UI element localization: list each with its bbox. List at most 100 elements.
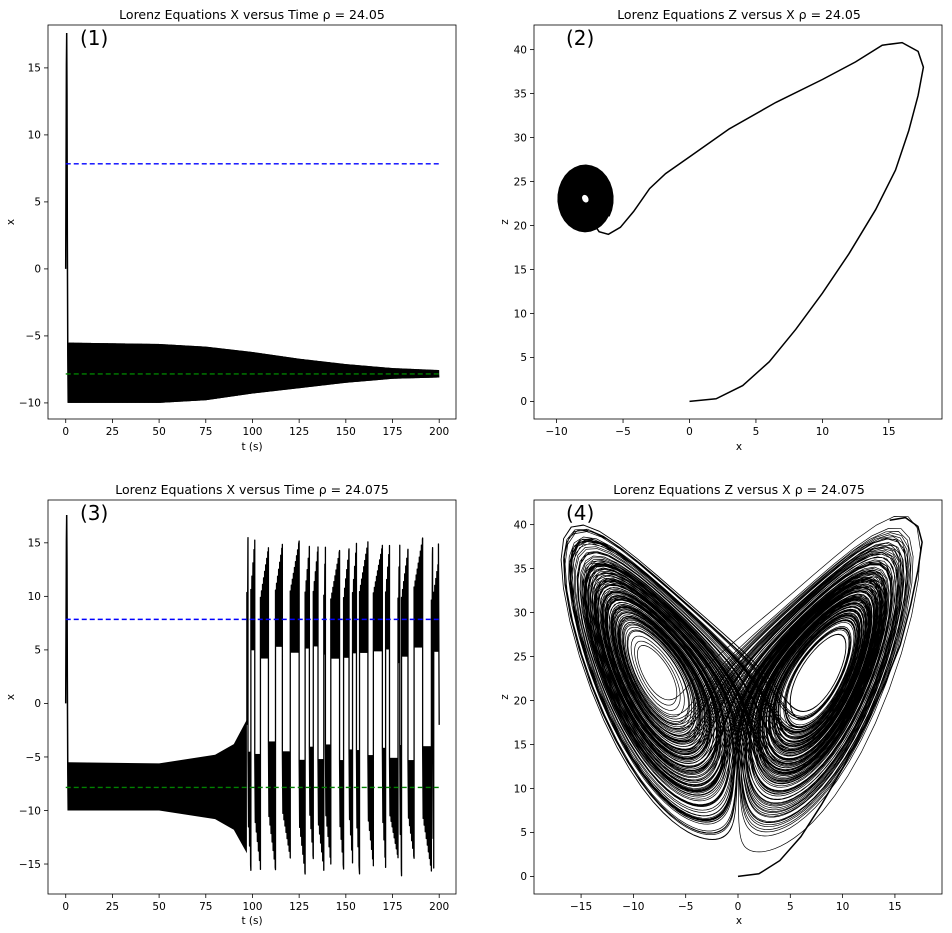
x-tick-label: 75	[199, 901, 212, 913]
x-tick-label: 5	[787, 901, 794, 913]
subplot-1-panel-label: (1)	[80, 26, 108, 50]
subplot-3: Lorenz Equations X versus Time ρ = 24.07…	[5, 482, 457, 927]
y-tick-label: 10	[28, 130, 41, 142]
initial-transient-line	[64, 514, 69, 811]
y-tick-label: −10	[19, 398, 41, 410]
initial-trajectory-line	[737, 516, 923, 878]
y-tick-label: 30	[514, 607, 527, 619]
y-tick-label: 5	[34, 645, 41, 657]
y-tick-label: 5	[34, 197, 41, 209]
subplot-4-panel-label: (4)	[566, 501, 594, 525]
x-tick-label: 100	[242, 901, 262, 913]
y-tick-label: 35	[514, 563, 527, 575]
x-tick-label: 200	[429, 426, 449, 438]
x-tick-label: 200	[429, 901, 449, 913]
subplot-4-xlabel: x	[736, 915, 742, 927]
fixed-point-hole	[582, 194, 589, 203]
y-tick-label: 40	[514, 519, 527, 531]
y-tick-label: 30	[514, 132, 527, 144]
x-tick-label: 75	[199, 426, 212, 438]
x-tick-label: 10	[816, 426, 829, 438]
y-tick-label: −5	[26, 331, 41, 343]
subplot-2-title: Lorenz Equations Z versus X ρ = 24.05	[617, 7, 861, 22]
subplot-4-title: Lorenz Equations Z versus X ρ = 24.075	[613, 482, 865, 497]
subplot-1-plot-area: 0 25 50 75 100 125 150 175 200 −10 −5 0 5 10 15	[19, 24, 457, 438]
y-tick-label: 10	[28, 591, 41, 603]
x-tick-label: −10	[622, 901, 644, 913]
x-tick-label: 15	[888, 901, 901, 913]
y-tick-label: 5	[520, 352, 527, 364]
x-tick-label: 50	[152, 426, 165, 438]
subplot-3-title: Lorenz Equations X versus Time ρ = 24.07…	[115, 482, 389, 497]
y-tick-label: 25	[514, 176, 527, 188]
plot-4-marks	[560, 516, 923, 878]
plot-3-marks	[64, 514, 440, 877]
y-tick-label: 15	[514, 739, 527, 751]
x-tick-label: −15	[570, 901, 592, 913]
plot-2-marks	[557, 41, 925, 403]
x-tick-label: 125	[289, 426, 309, 438]
x-tick-label: 100	[242, 426, 262, 438]
x-tick-label: −5	[678, 901, 693, 913]
y-tick-label: 10	[514, 308, 527, 320]
x-tick-label: 25	[106, 901, 119, 913]
subplot-2: Lorenz Equations Z versus X ρ = 24.05 (2…	[499, 7, 943, 453]
initial-transient-line	[64, 32, 69, 403]
subplot-4-ylabel: z	[499, 694, 511, 700]
y-tick-label: 0	[520, 871, 527, 883]
x-tick-label: 15	[882, 426, 895, 438]
y-tick-label: 5	[520, 827, 527, 839]
x-tick-label: 25	[106, 426, 119, 438]
x-tick-label: 150	[336, 901, 356, 913]
y-tick-label: 0	[34, 264, 41, 276]
y-tick-label: 35	[514, 88, 527, 100]
x-tick-label: 5	[753, 426, 760, 438]
x-tick-label: −10	[546, 426, 568, 438]
y-tick-label: 20	[514, 695, 527, 707]
attractor-line	[560, 516, 921, 853]
x-tick-label: 10	[836, 901, 849, 913]
chaotic-trajectory-line	[246, 536, 440, 877]
plot-1-marks	[64, 32, 440, 403]
axes-frame	[47, 499, 457, 895]
subplot-2-ylabel: z	[499, 219, 511, 225]
x-tick-label: 175	[382, 426, 402, 438]
y-tick-label: 20	[514, 220, 527, 232]
x-tick-label: 175	[382, 901, 402, 913]
y-tick-label: 10	[514, 783, 527, 795]
y-tick-label: 0	[34, 698, 41, 710]
subplot-3-xlabel: t (s)	[241, 915, 262, 927]
x-tick-label: 0	[735, 901, 742, 913]
transient-envelope	[68, 719, 247, 854]
y-tick-label: 25	[514, 651, 527, 663]
y-tick-label: 0	[520, 396, 527, 408]
subplot-2-plot-area: −10 −5 0 5 10 15 0 5 10 15 20 25 30 35 40	[514, 24, 943, 438]
trajectory-line	[591, 41, 925, 403]
subplot-3-plot-area: 0 25 50 75 100 125 150 175 200 −15 −10 −5 0 5 10 15	[19, 499, 457, 913]
subplot-2-panel-label: (2)	[566, 26, 594, 50]
x-tick-label: −5	[615, 426, 630, 438]
x-tick-label: 125	[289, 901, 309, 913]
subplot-4-plot-area: −15 −10 −5 0 5 10 15 0 5 10 15 20 25 30 35 40	[514, 499, 943, 913]
subplot-1-ylabel: x	[5, 219, 17, 225]
y-tick-label: −5	[26, 752, 41, 764]
subplot-3-ylabel: x	[5, 694, 17, 700]
oscillation-envelope	[68, 342, 440, 403]
x-tick-label: 50	[152, 901, 165, 913]
subplot-4: Lorenz Equations Z versus X ρ = 24.075 (…	[499, 482, 943, 927]
y-tick-label: 15	[28, 538, 41, 550]
y-tick-label: 40	[514, 44, 527, 56]
axes-frame	[533, 24, 943, 420]
x-tick-label: 0	[62, 901, 69, 913]
y-tick-label: −15	[19, 859, 41, 871]
y-tick-label: 15	[514, 264, 527, 276]
axes-frame	[47, 24, 457, 420]
y-tick-label: 15	[28, 63, 41, 75]
subplot-1-title: Lorenz Equations X versus Time ρ = 24.05	[119, 7, 385, 22]
subplot-2-xlabel: x	[736, 441, 742, 453]
x-tick-label: 0	[62, 426, 69, 438]
x-tick-label: 0	[686, 426, 693, 438]
subplot-1-xlabel: t (s)	[241, 441, 262, 453]
subplot-1: Lorenz Equations X versus Time ρ = 24.05…	[5, 7, 457, 453]
